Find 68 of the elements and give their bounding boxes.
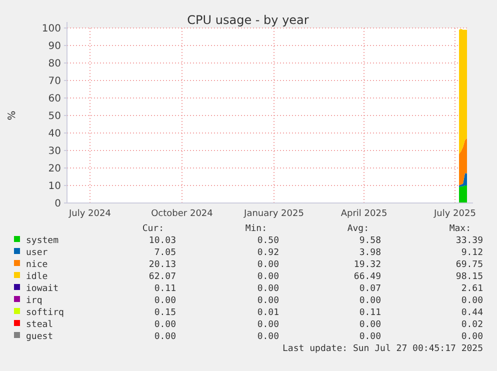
text: 0.00 [154,320,176,330]
text: 66.49 [354,272,381,282]
legend-label: system [26,236,59,246]
legend-label: irq [26,296,42,306]
x-tick-label: October 2024 [151,209,214,219]
text: Min: [245,224,267,234]
text: 0.15 [154,308,176,318]
y-tick-label: 70 [48,76,61,87]
text: 0.00 [154,296,176,306]
legend-label: idle [26,272,48,282]
text: 0.50 [257,236,279,246]
y-tick-label: 100 [42,24,61,34]
text: 0.00 [257,260,279,270]
text: 10.03 [148,236,176,246]
text: 0.00 [359,320,381,330]
text: Cur: [142,224,164,234]
text: 0.11 [154,284,176,294]
x-tick-label: April 2025 [340,209,388,219]
text: Max: [449,224,471,234]
y-tick-label: 10 [48,181,61,192]
text: 0.07 [359,284,381,294]
text: 0.92 [257,248,279,258]
text: 0.00 [257,332,279,342]
y-tick-label: 30 [48,146,61,157]
text: 9.12 [461,248,483,258]
text: 69.75 [456,260,483,270]
text: 20.13 [148,260,176,270]
chart-title: CPU usage - by year [187,13,309,27]
legend-label: user [26,248,48,258]
y-tick-label: 90 [48,41,61,52]
text: 0.02 [461,320,483,330]
y-tick-label: 80 [48,58,61,70]
legend-label: nice [26,260,48,270]
y-axis-title: % [7,110,18,120]
text: 0.00 [359,296,381,306]
text: 0.11 [359,308,381,318]
legend-label: iowait [26,284,59,294]
x-tick-label: July 2025 [433,209,476,219]
x-tick-label: January 2025 [243,209,304,219]
text: 33.39 [456,236,483,246]
legend-label: guest [26,332,54,342]
text: Avg: [347,224,369,234]
y-tick-label: 60 [48,94,61,104]
text: 0.00 [257,272,279,282]
text: 0.00 [461,332,483,342]
text: 0.00 [461,296,483,306]
text: 0.01 [257,308,279,318]
text: 0.00 [154,332,176,342]
text: 9.58 [359,236,381,246]
legend-label: steal [26,320,54,330]
text: 0.00 [257,296,279,306]
text: Last update: Sun Jul 27 00:45:17 2025 [282,344,483,354]
y-tick-label: 0 [54,198,61,210]
text: 98.15 [456,272,483,282]
x-tick-label: July 2024 [68,209,112,219]
text: 0.00 [257,284,279,294]
y-tick-label: 50 [48,111,61,122]
text: 0.44 [461,308,483,318]
y-tick-label: 20 [48,164,61,174]
text: 0.00 [257,320,279,330]
text: 0.00 [359,332,381,342]
y-tick-label: 40 [48,128,61,140]
text: 3.98 [359,248,381,258]
text: 7.05 [154,248,176,258]
text: 2.61 [461,284,483,294]
text: 62.07 [148,272,176,282]
legend-label: softirq [26,308,64,318]
text: 19.32 [354,260,381,270]
